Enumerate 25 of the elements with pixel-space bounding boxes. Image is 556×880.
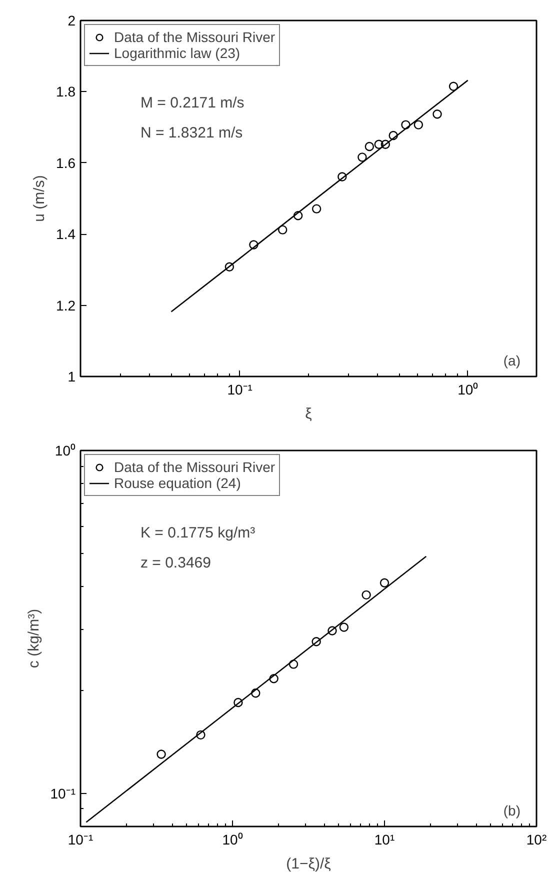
annotation: z = 0.3469 xyxy=(140,554,211,572)
y-tick-label: 1.6 xyxy=(56,154,76,171)
legend-label: Logarithmic law (23) xyxy=(114,45,240,61)
x-tick-label: 10¹ xyxy=(374,832,395,848)
y-tick-label: 1.2 xyxy=(56,297,76,314)
annotation: (a) xyxy=(503,352,521,368)
x-tick-label: 10² xyxy=(526,832,547,848)
y-axis-title: u (m/s) xyxy=(31,175,48,222)
y-tick-label: 1 xyxy=(68,368,76,384)
annotation: N = 1.8321 m/s xyxy=(140,124,243,142)
annotation: M = 0.2171 m/s xyxy=(140,94,244,112)
annotation: K = 0.1775 kg/m³ xyxy=(140,524,256,542)
annotation: (b) xyxy=(503,802,521,818)
legend-label: Rouse equation (24) xyxy=(114,475,241,491)
x-axis-title: (1−ξ)/ξ xyxy=(286,856,332,872)
legend-label: Data of the Missouri River xyxy=(114,459,276,475)
y-tick-label: 10⁻¹ xyxy=(50,785,76,802)
y-tick-label: 1.4 xyxy=(56,226,76,242)
y-axis-title: c (kg/m³) xyxy=(25,608,42,668)
y-tick-label: 2 xyxy=(68,12,76,28)
x-tick-label: 10⁰ xyxy=(222,832,243,848)
y-tick-label: 1.8 xyxy=(56,84,76,100)
x-axis-title: ξ xyxy=(305,406,312,422)
y-tick-label: 10⁰ xyxy=(54,442,76,458)
legend-label: Data of the Missouri River xyxy=(114,29,276,45)
